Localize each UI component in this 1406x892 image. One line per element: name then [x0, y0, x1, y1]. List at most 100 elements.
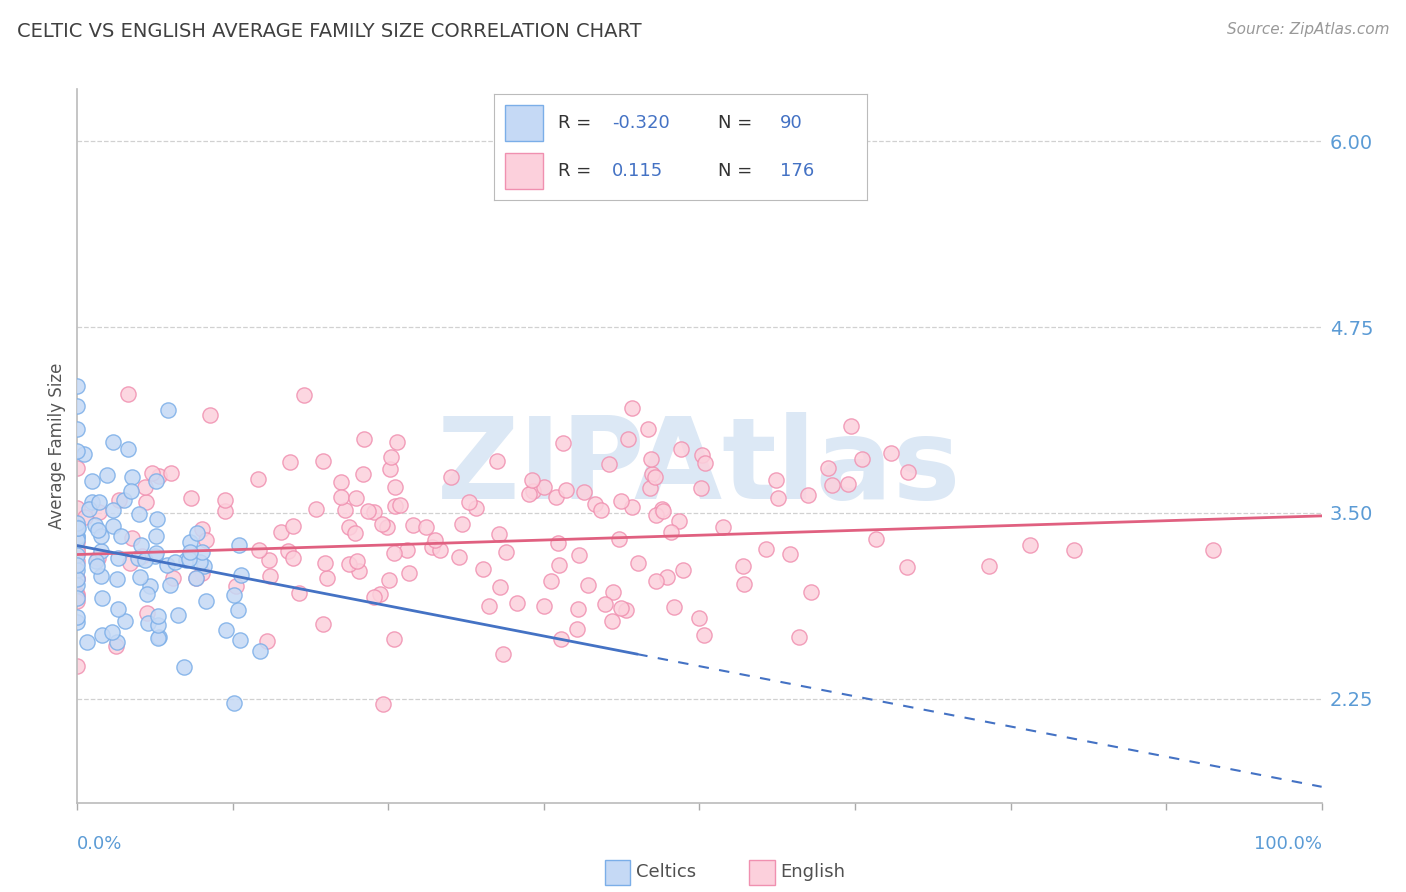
Point [129, 538, 152, 552]
Point [66, 400, 89, 414]
Point [533, 480, 555, 494]
Point [90, 569, 112, 583]
Point [222, 696, 245, 710]
Point [188, 555, 211, 569]
Point [186, 525, 208, 540]
Point [66, 533, 89, 547]
Point [607, 532, 630, 546]
Point [173, 660, 195, 674]
Point [162, 571, 184, 585]
Point [621, 500, 644, 515]
Point [136, 607, 159, 621]
Point [87, 523, 110, 537]
Point [66, 546, 89, 560]
Point [292, 388, 315, 402]
Point [127, 551, 149, 566]
Point [627, 556, 650, 570]
Point [671, 563, 693, 577]
Point [650, 502, 672, 516]
Point [226, 603, 249, 617]
Text: 176: 176 [780, 162, 814, 180]
Point [73, 447, 96, 461]
Point [380, 450, 402, 465]
Point [191, 522, 214, 536]
Point [572, 485, 595, 500]
Point [103, 503, 125, 517]
Point [117, 387, 139, 401]
Point [315, 571, 337, 585]
Point [447, 549, 470, 564]
Point [486, 454, 509, 468]
Point [583, 497, 606, 511]
Point [110, 529, 132, 543]
Point [800, 585, 823, 599]
Text: N =: N = [718, 113, 758, 132]
Point [166, 607, 188, 622]
Point [160, 466, 183, 480]
Point [440, 470, 463, 484]
Point [135, 587, 157, 601]
Point [821, 478, 844, 492]
Point [146, 512, 169, 526]
Point [66, 541, 89, 556]
Point [288, 586, 311, 600]
Point [395, 543, 418, 558]
Point [66, 548, 89, 562]
Text: 90: 90 [780, 113, 803, 132]
Point [270, 525, 292, 540]
Point [375, 519, 398, 533]
Point [179, 535, 201, 549]
Point [148, 468, 170, 483]
Point [249, 644, 271, 658]
Point [733, 559, 755, 574]
Point [506, 596, 529, 610]
Point [86, 558, 108, 573]
Point [837, 477, 859, 491]
Text: R =: R = [558, 113, 596, 132]
Point [519, 487, 541, 501]
Point [1019, 538, 1042, 552]
Point [77, 501, 100, 516]
Point [377, 574, 399, 588]
Point [66, 528, 89, 542]
Point [256, 634, 278, 648]
Point [135, 494, 157, 508]
Text: R =: R = [558, 162, 596, 180]
Point [128, 570, 150, 584]
Point [66, 615, 89, 630]
Point [145, 529, 167, 543]
Point [333, 503, 356, 517]
Point [101, 435, 124, 450]
Point [668, 514, 690, 528]
Point [156, 558, 179, 572]
Bar [505, 153, 543, 189]
Point [644, 508, 666, 522]
Point [688, 611, 710, 625]
Point [690, 448, 713, 462]
Point [765, 473, 787, 487]
Point [464, 500, 486, 515]
Point [457, 494, 479, 508]
Point [880, 446, 903, 460]
Point [66, 422, 89, 436]
Point [229, 633, 252, 648]
Point [66, 379, 89, 393]
Point [231, 567, 253, 582]
Point [90, 628, 112, 642]
Text: ZIPAtlas: ZIPAtlas [437, 412, 962, 523]
Point [215, 623, 238, 637]
Point [371, 517, 394, 532]
Point [157, 402, 180, 417]
Point [134, 481, 156, 495]
Point [66, 500, 89, 515]
Point [214, 504, 236, 518]
Point [148, 630, 170, 644]
Point [402, 518, 425, 533]
Point [90, 543, 112, 558]
Point [1063, 542, 1085, 557]
Text: Source: ZipAtlas.com: Source: ZipAtlas.com [1226, 22, 1389, 37]
Point [66, 558, 89, 573]
Point [186, 571, 208, 585]
Point [478, 599, 501, 613]
Point [112, 493, 135, 508]
